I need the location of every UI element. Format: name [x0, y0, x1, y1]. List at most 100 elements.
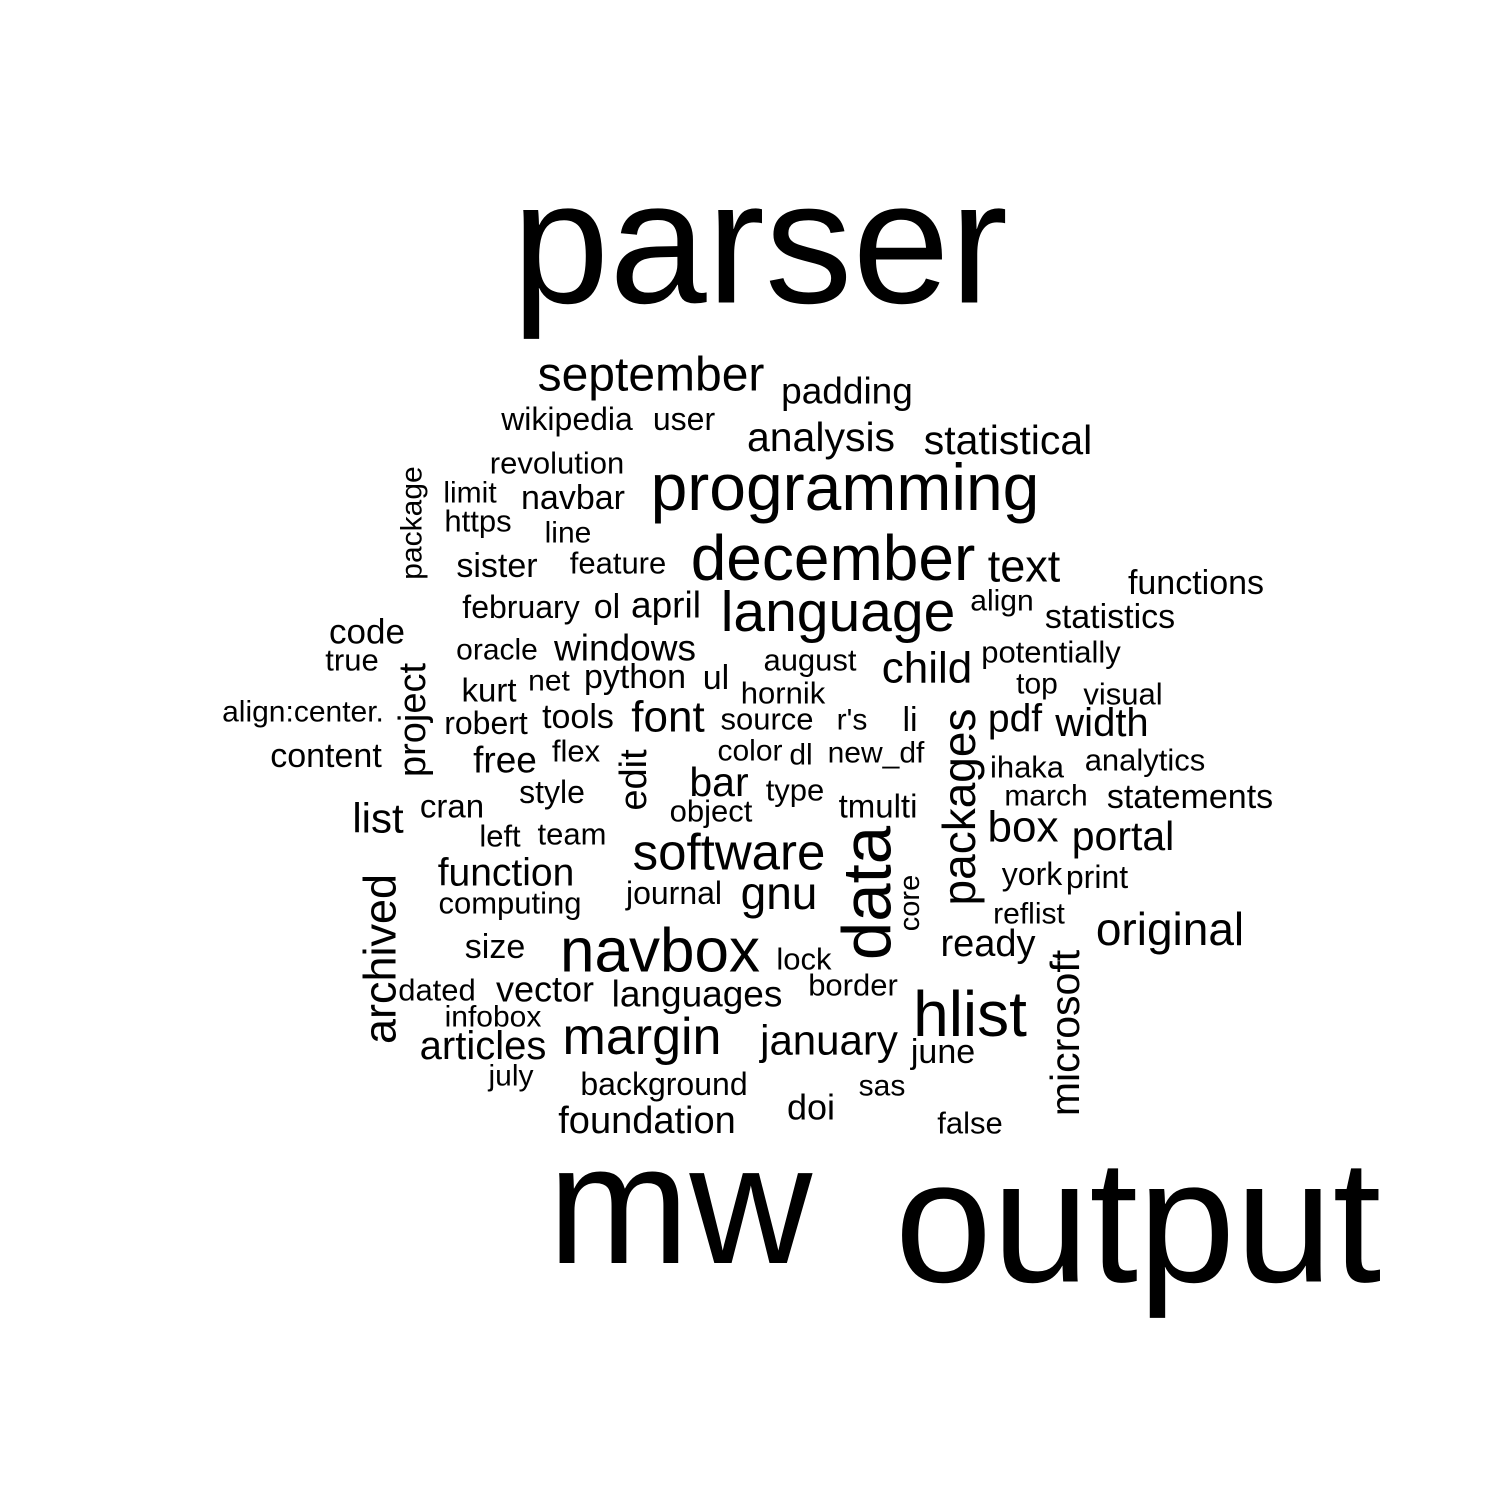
word-archived: archived	[355, 874, 406, 1044]
word-june: june	[910, 1033, 975, 1071]
word-border: border	[808, 968, 898, 1003]
word-analysis: analysis	[747, 414, 895, 460]
word-width: width	[1054, 701, 1148, 745]
word-hornik: hornik	[741, 676, 826, 711]
word-software: software	[633, 824, 826, 881]
word-project: project	[392, 663, 434, 777]
word-march: march	[1004, 780, 1087, 813]
word-statements: statements	[1107, 778, 1273, 816]
word-box: box	[988, 803, 1059, 852]
word-ol: ol	[594, 588, 620, 626]
word-cran: cran	[420, 788, 484, 825]
word-july: july	[487, 1060, 533, 1093]
word-ul: ul	[703, 659, 729, 697]
word-tmulti: tmulti	[839, 788, 918, 825]
word-tools: tools	[542, 698, 614, 736]
word-package: package	[396, 466, 429, 579]
word-output: output	[895, 1125, 1382, 1320]
word-dated: dated	[398, 973, 476, 1008]
word-type: type	[766, 773, 825, 808]
word-dl: dl	[789, 739, 812, 772]
word-free: free	[473, 740, 537, 781]
word-bar: bar	[689, 759, 748, 805]
word-microsoft: microsoft	[1042, 949, 1088, 1116]
word-core: core	[894, 875, 926, 931]
word-oracle: oracle	[456, 634, 538, 667]
word-september: september	[538, 349, 765, 402]
word-navbox: navbox	[560, 917, 760, 986]
word-functions: functions	[1128, 564, 1264, 602]
word-background: background	[580, 1066, 747, 1102]
word-december: december	[691, 522, 976, 594]
word-object: object	[670, 794, 753, 829]
word-print: print	[1066, 859, 1128, 895]
word-style: style	[519, 774, 585, 810]
word-pdf: pdf	[988, 698, 1042, 741]
word-sister: sister	[456, 547, 537, 585]
word-text: text	[988, 541, 1061, 592]
word-line: line	[545, 517, 592, 550]
word-analytics: analytics	[1085, 743, 1206, 778]
word-list: list	[352, 795, 404, 842]
word-february: february	[462, 589, 579, 625]
word-true: true	[325, 643, 378, 678]
word-left: left	[479, 819, 521, 854]
word-language: language	[721, 580, 956, 644]
word-foundation: foundation	[558, 1100, 736, 1142]
word-april: april	[631, 585, 701, 626]
word-windows: windows	[553, 628, 696, 669]
word-visual: visual	[1083, 677, 1162, 712]
word-https: https	[444, 504, 511, 539]
word-child: child	[882, 644, 973, 693]
word-infobox: infobox	[445, 1001, 542, 1034]
word-august: august	[763, 643, 856, 678]
word-statistical: statistical	[924, 417, 1093, 463]
word-flex: flex	[552, 734, 601, 769]
word-languages: languages	[612, 974, 783, 1015]
word-reflist: reflist	[993, 898, 1065, 931]
word-data: data	[829, 825, 906, 960]
word-function: function	[438, 852, 575, 895]
word-parser: parser	[512, 146, 1008, 341]
word-r-s: r's	[837, 704, 868, 737]
word-top: top	[1016, 668, 1058, 701]
word-source: source	[720, 702, 813, 737]
word-font: font	[631, 693, 704, 742]
word-revolution: revolution	[490, 446, 624, 481]
word-gnu: gnu	[741, 867, 818, 919]
word-hlist: hlist	[913, 978, 1027, 1050]
word-li: li	[902, 701, 917, 739]
word-color: color	[717, 735, 782, 768]
word-york: york	[1002, 856, 1063, 892]
word-align-center: align:center.	[222, 696, 384, 729]
word-feature: feature	[570, 546, 667, 581]
word-kurt: kurt	[461, 672, 516, 709]
word-computing: computing	[438, 886, 581, 921]
word-doi: doi	[787, 1087, 835, 1128]
word-articles: articles	[420, 1024, 547, 1068]
word-wikipedia: wikipedia	[500, 401, 633, 437]
word-size: size	[465, 928, 525, 966]
word-january: january	[758, 1017, 898, 1064]
word-python: python	[584, 658, 686, 696]
word-net: net	[528, 665, 570, 698]
word-false: false	[937, 1106, 1002, 1141]
word-navbar: navbar	[521, 479, 625, 517]
word-align: align	[970, 585, 1033, 618]
word-portal: portal	[1072, 813, 1175, 859]
word-user: user	[653, 401, 716, 437]
word-sas: sas	[859, 1070, 906, 1103]
word-vector: vector	[496, 969, 594, 1010]
word-original: original	[1096, 903, 1244, 955]
word-lock: lock	[776, 942, 832, 977]
word-robert: robert	[444, 705, 528, 741]
word-potentially: potentially	[981, 635, 1121, 670]
word-journal: journal	[625, 875, 722, 911]
word-margin: margin	[563, 1008, 722, 1066]
word-programming: programming	[651, 450, 1040, 524]
word-limit: limit	[443, 477, 497, 510]
word-team: team	[538, 817, 607, 852]
word-new-df: new_df	[828, 737, 925, 770]
word-content: content	[270, 737, 382, 775]
